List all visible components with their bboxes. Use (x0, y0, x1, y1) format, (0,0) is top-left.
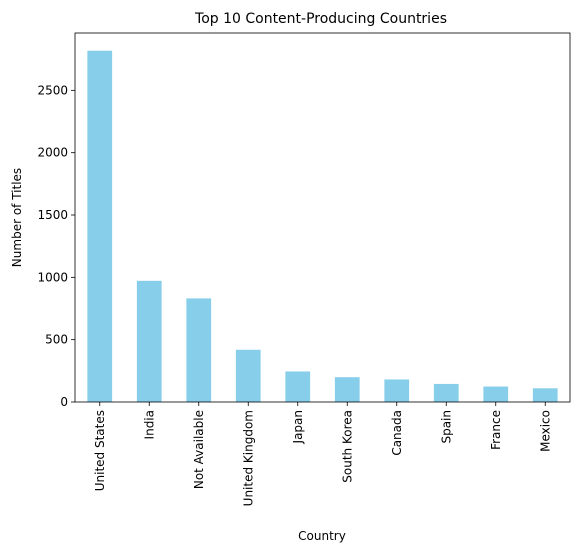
y-axis-label: Number of Titles (10, 168, 24, 267)
bar-japan (285, 371, 311, 402)
x-tick-label: United States (93, 410, 107, 491)
y-tick-label: 2500 (37, 83, 68, 97)
x-tick-label: Not Available (192, 410, 206, 489)
x-tick-label: South Korea (340, 410, 354, 483)
y-tick-label: 500 (45, 333, 68, 347)
x-tick-label: France (489, 410, 503, 450)
bars-group (87, 50, 558, 402)
x-tick-label: India (142, 410, 156, 439)
bar-spain (433, 383, 459, 402)
x-axis-label: Country (298, 529, 346, 543)
x-tick-label: Spain (439, 410, 453, 444)
y-tick-label: 2000 (37, 146, 68, 160)
bar-united-states (87, 50, 113, 402)
x-tick-label: Japan (291, 410, 305, 444)
y-tick-label: 0 (60, 395, 68, 409)
chart-title: Top 10 Content-Producing Countries (194, 11, 447, 27)
bar-south-korea (334, 377, 360, 402)
bar-india (136, 280, 162, 402)
y-axis-ticks: 0 500 1000 1500 2000 2500 (37, 83, 75, 409)
bar-united-kingdom (235, 349, 261, 402)
x-tick-label: United Kingdom (241, 410, 255, 506)
y-tick-label: 1500 (37, 208, 68, 222)
x-tick-label: Canada (390, 410, 404, 456)
x-axis-ticks: United States India Not Available United Ki… (93, 402, 552, 506)
bar-canada (384, 379, 410, 402)
x-tick-label: Mexico (538, 410, 552, 452)
plot-frame (74, 32, 571, 403)
bar-france (483, 386, 509, 402)
bar-not-available (186, 298, 212, 402)
y-tick-label: 1000 (37, 270, 68, 284)
bar-mexico (532, 388, 558, 402)
